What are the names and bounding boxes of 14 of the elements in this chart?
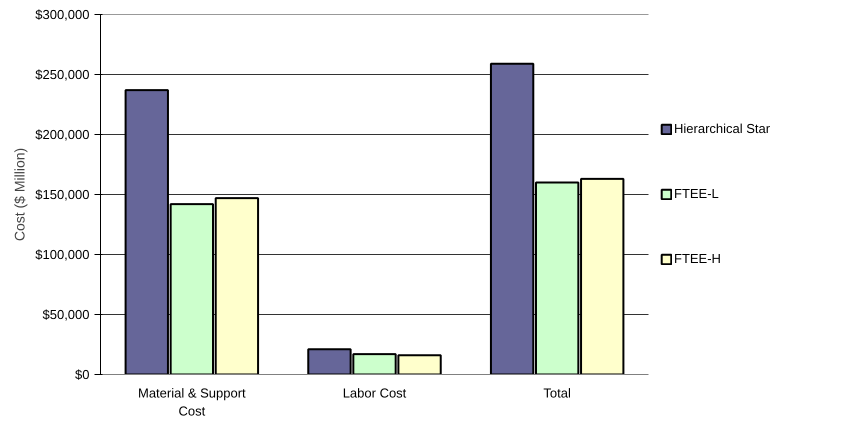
y-tick-label: $200,000 xyxy=(35,127,90,142)
y-tick-label: $0 xyxy=(75,367,90,382)
legend-label: FTEE-L xyxy=(674,186,719,201)
legend-label: FTEE-H xyxy=(674,251,721,266)
y-tick-label: $100,000 xyxy=(35,247,90,262)
legend-label: Hierarchical Star xyxy=(674,121,770,136)
x-tick-label: Material & Support Cost xyxy=(138,386,246,418)
y-axis-title: Cost ($ Million) xyxy=(11,148,28,242)
x-tick-label: Total xyxy=(543,386,572,400)
y-tick-label: $50,000 xyxy=(42,307,90,322)
y-tick-label: $250,000 xyxy=(35,67,90,82)
x-tick-label: Labor Cost xyxy=(342,386,407,400)
y-tick-label: $300,000 xyxy=(35,7,90,22)
y-tick-label: $150,000 xyxy=(35,187,90,202)
